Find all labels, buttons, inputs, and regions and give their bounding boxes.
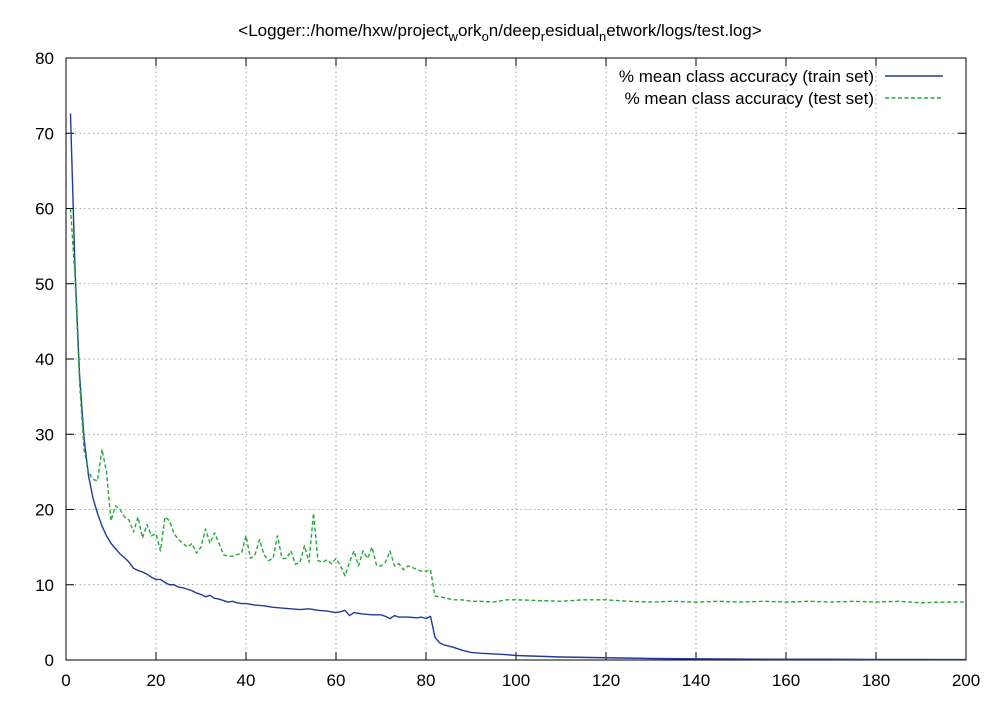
y-tick-label: 10 — [35, 576, 54, 595]
x-tick-label: 0 — [61, 671, 70, 690]
series-layer — [69, 113, 967, 661]
legend-label: % mean class accuracy (test set) — [625, 89, 874, 108]
y-tick-label: 50 — [35, 275, 54, 294]
grid-layer — [66, 58, 966, 660]
x-tick-label: 140 — [682, 671, 710, 690]
y-tick-label: 60 — [35, 200, 54, 219]
y-tick-label: 30 — [35, 425, 54, 444]
x-tick-label: 80 — [417, 671, 436, 690]
y-tick-label: 0 — [45, 651, 54, 670]
chart-title: <Logger::/home/hxw/projectworkon/deepres… — [238, 21, 761, 44]
x-tick-label: 60 — [327, 671, 346, 690]
x-tick-label: 100 — [502, 671, 530, 690]
x-tick-label: 200 — [952, 671, 980, 690]
x-tick-label: 120 — [592, 671, 620, 690]
y-tick-label: 40 — [35, 350, 54, 369]
x-tick-label: 180 — [862, 671, 890, 690]
x-tick-label: 160 — [772, 671, 800, 690]
legend-label: % mean class accuracy (train set) — [619, 67, 874, 86]
series-line-test — [69, 208, 966, 604]
ticks-layer: 0 20 40 60 80 100 120 140 160 180 200 0 10 20 30 40 50 60… — [35, 49, 980, 690]
y-tick-label: 70 — [35, 124, 54, 143]
y-tick-label: 20 — [35, 501, 54, 520]
legend: % mean class accuracy (train set) % mean … — [619, 67, 943, 108]
x-tick-label: 20 — [147, 671, 166, 690]
y-tick-label: 80 — [35, 49, 54, 68]
series-line-train — [69, 113, 967, 661]
x-tick-label: 40 — [237, 671, 256, 690]
